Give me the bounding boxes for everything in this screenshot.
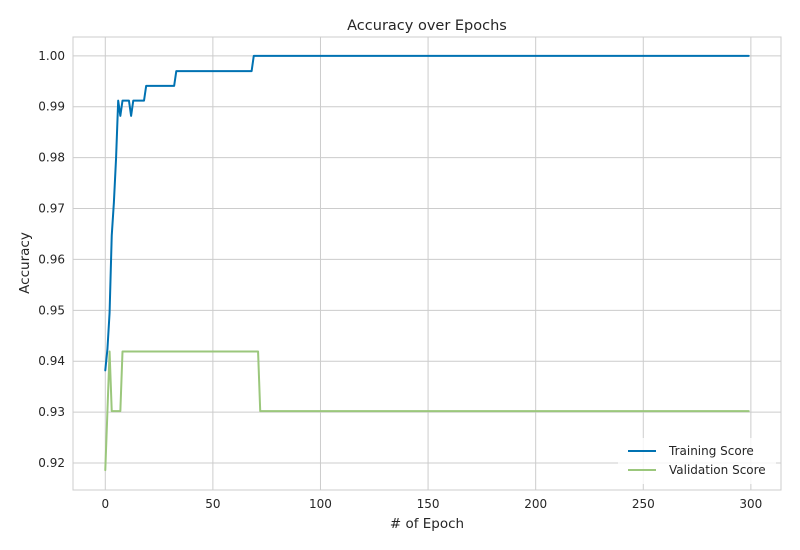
y-tick-label: 0.95 xyxy=(38,303,65,317)
x-axis-label: # of Epoch xyxy=(390,516,464,532)
legend: Training Score Validation Score xyxy=(618,438,776,484)
x-tick-label: 100 xyxy=(309,497,332,511)
x-tick-label: 250 xyxy=(632,497,655,511)
series-line-validation-score xyxy=(104,350,750,472)
plot-area xyxy=(73,37,781,490)
y-tick-label: 0.93 xyxy=(38,405,65,419)
y-tick-label: 0.99 xyxy=(38,100,65,114)
series-line-training-score xyxy=(104,54,750,372)
y-tick-labels: 0.92 0.93 0.94 0.95 0.96 0.97 0.98 0.99 1.00 xyxy=(38,49,65,470)
x-tick-label: 300 xyxy=(739,497,762,511)
x-tick-labels: 0 50 100 150 200 250 300 xyxy=(101,497,762,511)
x-tick-label: 200 xyxy=(524,497,547,511)
y-tick-label: 0.92 xyxy=(38,456,65,470)
x-tick-label: 50 xyxy=(205,497,220,511)
legend-box xyxy=(618,438,776,484)
legend-label-validation-score: Validation Score xyxy=(669,463,766,477)
plot-border xyxy=(72,36,782,491)
y-axis-label: Accuracy xyxy=(17,232,33,294)
y-tick-label: 0.94 xyxy=(38,354,65,368)
y-tick-label: 1.00 xyxy=(38,49,65,63)
grid-lines xyxy=(73,37,781,490)
series-layer xyxy=(104,54,750,472)
y-tick-label: 0.98 xyxy=(38,151,65,165)
x-tick-label: 0 xyxy=(101,497,109,511)
chart-title: Accuracy over Epochs xyxy=(347,18,507,34)
y-tick-label: 0.97 xyxy=(38,202,65,216)
legend-label-training-score: Training Score xyxy=(668,444,754,458)
y-tick-label: 0.96 xyxy=(38,252,65,266)
x-tick-label: 150 xyxy=(417,497,440,511)
